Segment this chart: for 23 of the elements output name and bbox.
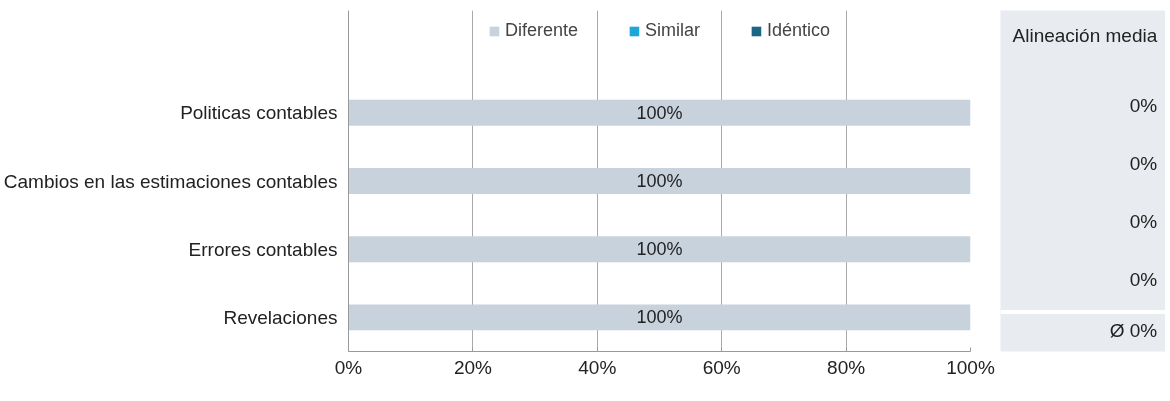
x-tick-label: 80%	[827, 356, 866, 378]
data-label: 100%	[636, 239, 683, 260]
data-label: 100%	[636, 307, 683, 328]
x-tick-label: 20%	[453, 356, 493, 378]
x-tick-label: 0%	[334, 356, 363, 378]
legend-label: Diferente	[504, 20, 578, 41]
text: 0%	[1129, 153, 1158, 175]
x-tick-label: 40%	[578, 356, 617, 378]
text: Ø 0%	[1109, 319, 1158, 341]
y-tick-label: Cambios en las estimaciones contables	[3, 170, 338, 192]
legend-label: Similar	[644, 20, 701, 41]
y-tick-label: Revelaciones	[223, 306, 338, 328]
text: 0%	[1129, 211, 1158, 233]
x-tick-label: 60%	[702, 356, 741, 378]
legend-label: Idéntico	[767, 20, 831, 41]
y-tick-label: Politicas contables	[180, 102, 338, 124]
data-label: 100%	[636, 171, 683, 191]
text: 0%	[1129, 95, 1158, 117]
text: Alineación media	[1012, 24, 1158, 46]
data-label: 100%	[636, 102, 683, 123]
x-tick-label: 100%	[946, 356, 995, 378]
text: 0%	[1129, 269, 1158, 291]
y-tick-label: Errores contables	[188, 238, 338, 260]
